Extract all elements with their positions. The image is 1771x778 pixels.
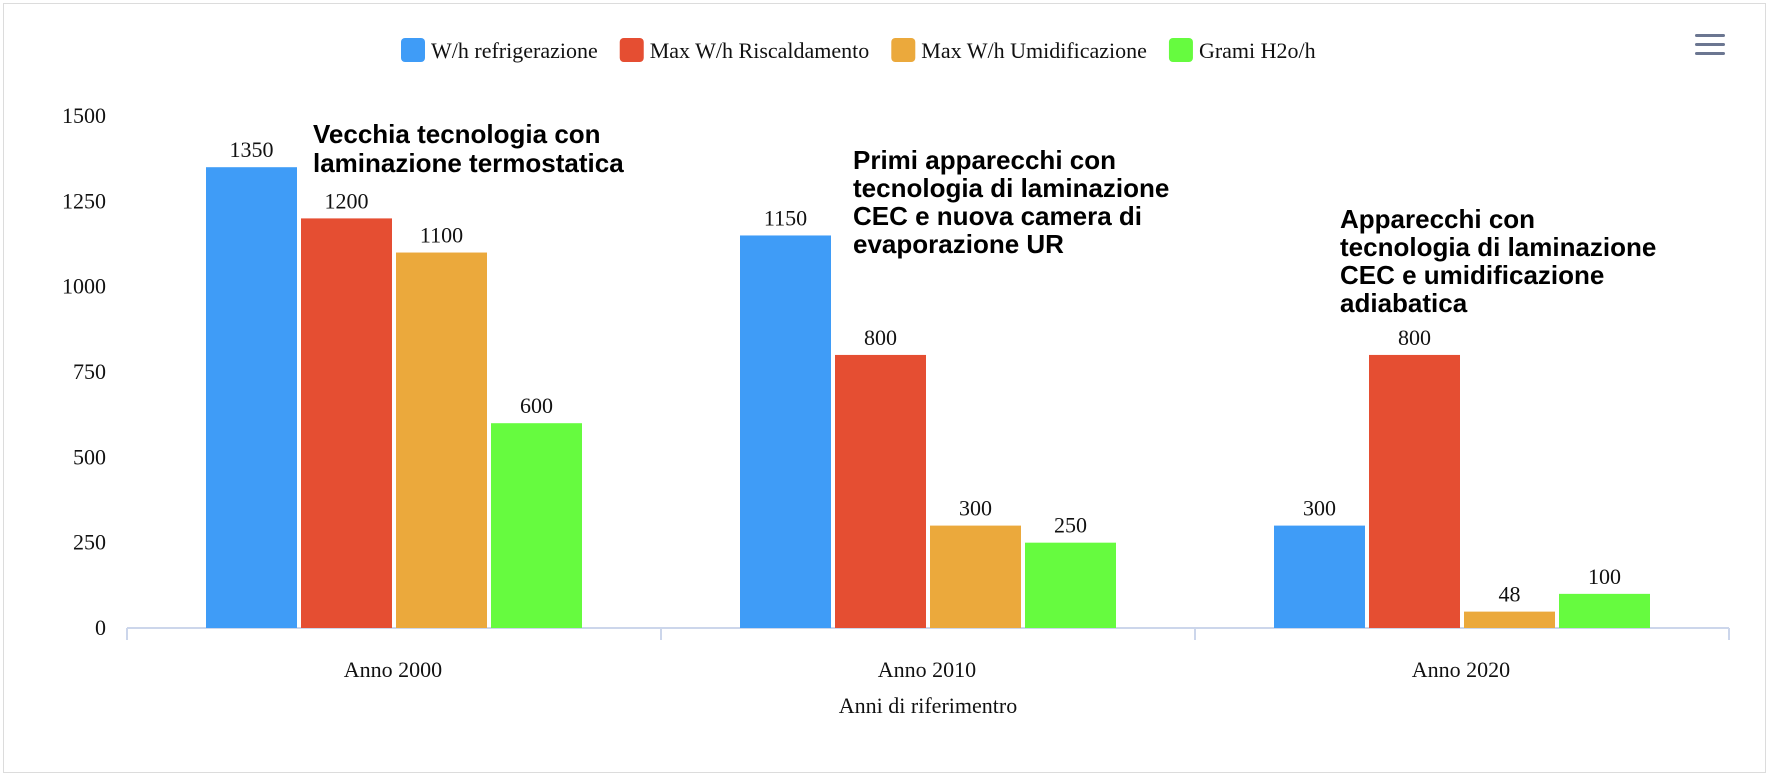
y-tick-label: 1250 bbox=[62, 188, 106, 213]
bar[interactable] bbox=[1274, 525, 1365, 628]
bar[interactable] bbox=[740, 235, 831, 628]
menu-line bbox=[1695, 34, 1725, 37]
bar[interactable] bbox=[1559, 593, 1650, 628]
legend-label: Max W/h Riscaldamento bbox=[650, 38, 870, 63]
bars bbox=[206, 167, 1650, 629]
data-label: 48 bbox=[1499, 582, 1521, 607]
bar[interactable] bbox=[491, 423, 582, 628]
y-tick-label: 500 bbox=[73, 444, 106, 469]
hamburger-menu-icon[interactable] bbox=[1693, 30, 1729, 60]
annotation-line: CEC e nuova camera di bbox=[853, 201, 1142, 231]
menu-line bbox=[1695, 52, 1725, 55]
data-label: 1150 bbox=[764, 205, 807, 230]
data-label: 1100 bbox=[420, 223, 463, 248]
data-labels: 1350 1200 1100 600 1150 800 300 250 300 800 48 100 bbox=[230, 137, 1622, 606]
x-tick-label: Anno 2010 bbox=[878, 657, 976, 682]
x-axis-title: Anni di riferimentro bbox=[839, 693, 1017, 718]
data-label: 800 bbox=[864, 325, 897, 350]
legend-swatch bbox=[891, 38, 916, 62]
data-label: 1200 bbox=[325, 188, 369, 213]
y-tick-label: 250 bbox=[73, 530, 106, 555]
data-label: 250 bbox=[1054, 513, 1087, 538]
bar[interactable] bbox=[301, 218, 392, 628]
annotation-line: CEC e umidificazione bbox=[1340, 260, 1604, 290]
bar[interactable] bbox=[1369, 354, 1460, 628]
annotation-line: adiabatica bbox=[1340, 288, 1468, 318]
x-axis: Anno 2000 Anno 2010 Anno 2020 bbox=[126, 627, 1730, 682]
bar[interactable] bbox=[206, 167, 297, 628]
legend-item[interactable]: Grami H2o/h bbox=[1168, 38, 1316, 63]
legend-swatch bbox=[619, 38, 644, 62]
data-label: 100 bbox=[1588, 564, 1621, 589]
bar[interactable] bbox=[1025, 542, 1116, 628]
menu-line bbox=[1695, 43, 1725, 46]
legend-swatch bbox=[1168, 38, 1193, 62]
legend-item[interactable]: Max W/h Riscaldamento bbox=[619, 38, 870, 63]
legend-swatch bbox=[401, 38, 425, 62]
x-tick-label: Anno 2020 bbox=[1412, 657, 1510, 682]
annotation-line: laminazione termostatica bbox=[313, 148, 624, 178]
legend-label: Max W/h Umidificazione bbox=[921, 38, 1147, 63]
data-label: 300 bbox=[959, 496, 992, 521]
annotations: Vecchia tecnologia con laminazione termo… bbox=[313, 119, 1656, 318]
annotation-line: tecnologia di laminazione bbox=[853, 173, 1169, 203]
y-tick-label: 1000 bbox=[62, 274, 106, 299]
annotation-block: Vecchia tecnologia con laminazione termo… bbox=[313, 119, 624, 178]
data-label: 600 bbox=[520, 393, 553, 418]
annotation-line: evaporazione UR bbox=[853, 229, 1064, 259]
y-axis: 0 250 500 750 1000 1250 1500 bbox=[62, 103, 106, 640]
data-label: 800 bbox=[1398, 325, 1431, 350]
x-tick-label: Anno 2000 bbox=[344, 657, 442, 682]
legend-label: Grami H2o/h bbox=[1199, 38, 1316, 63]
legend-item[interactable]: Max W/h Umidificazione bbox=[891, 38, 1147, 63]
bar[interactable] bbox=[930, 525, 1021, 628]
legend-item[interactable]: W/h refrigerazione bbox=[401, 38, 598, 63]
legend-label: W/h refrigerazione bbox=[431, 38, 598, 63]
annotation-line: tecnologia di laminazione bbox=[1340, 232, 1656, 262]
bar[interactable] bbox=[396, 252, 487, 629]
y-tick-label: 1500 bbox=[62, 103, 106, 128]
bar[interactable] bbox=[1464, 611, 1555, 628]
annotation-line: Primi apparecchi con bbox=[853, 145, 1116, 175]
annotation-line: Apparecchi con bbox=[1340, 204, 1535, 234]
data-label: 1350 bbox=[230, 137, 274, 162]
annotation-line: Vecchia tecnologia con bbox=[313, 119, 601, 149]
y-tick-label: 0 bbox=[95, 615, 106, 640]
data-label: 300 bbox=[1303, 496, 1336, 521]
bar[interactable] bbox=[835, 354, 926, 628]
legend: W/h refrigerazione Max W/h Riscaldamento M… bbox=[401, 38, 1316, 63]
y-tick-label: 750 bbox=[73, 359, 106, 384]
